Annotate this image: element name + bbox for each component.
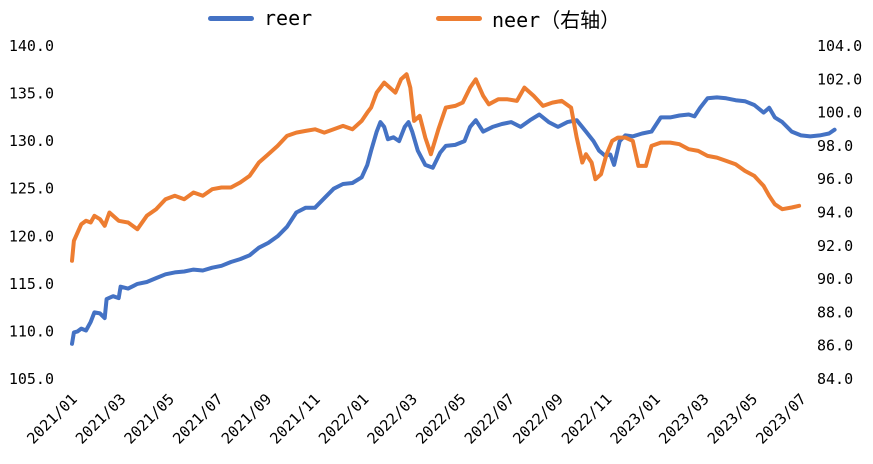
y-right-tick-label: 96.0 [817, 170, 853, 188]
y-left-tick-label: 105.0 [9, 370, 54, 388]
y-right-tick-label: 84.0 [817, 370, 853, 388]
series-line-reer [70, 95, 837, 346]
y-right-tick-label: 104.0 [817, 37, 862, 55]
x-tick-label: 2022/11 [558, 390, 615, 447]
y-left-tick-label: 135.0 [9, 85, 54, 103]
x-tick-label: 2022/03 [364, 390, 421, 447]
x-tick-label: 2021/03 [72, 390, 129, 447]
legend-label-reer: reer [264, 6, 313, 30]
x-tick-label: 2021/09 [218, 390, 275, 447]
y-right-tick-label: 90.0 [817, 270, 853, 288]
y-right-tick-label: 94.0 [817, 204, 853, 222]
x-tick-label: 2021/05 [121, 390, 178, 447]
y-right-tick-label: 100.0 [817, 104, 862, 122]
y-left-tick-label: 110.0 [9, 322, 54, 340]
series-line-neer [70, 72, 802, 263]
y-right-tick-label: 88.0 [817, 303, 853, 321]
x-tick-label: 2021/07 [169, 390, 226, 447]
legend-label-neer: neer（右轴） [492, 7, 621, 32]
y-left-tick-label: 125.0 [9, 180, 54, 198]
y-left-tick-label: 140.0 [9, 37, 54, 55]
x-axis: 2021/012021/032021/052021/072021/092021/… [23, 390, 809, 447]
y-right-tick-label: 98.0 [817, 137, 853, 155]
x-tick-label: 2023/03 [655, 390, 712, 447]
x-tick-label: 2022/05 [412, 390, 469, 447]
y-axis-right: 84.0 86.0 88.0 90.0 92.0 94.0 96.0 98.0 100.0 102… [817, 37, 862, 388]
x-tick-label: 2021/11 [266, 390, 323, 447]
x-tick-label: 2022/09 [509, 390, 566, 447]
y-left-tick-label: 130.0 [9, 132, 54, 150]
x-tick-label: 2023/07 [752, 390, 809, 447]
x-tick-label: 2022/07 [461, 390, 518, 447]
x-tick-label: 2023/05 [704, 390, 761, 447]
y-right-tick-label: 86.0 [817, 337, 853, 355]
x-tick-label: 2023/01 [607, 390, 664, 447]
y-left-tick-label: 120.0 [9, 227, 54, 245]
legend-item-neer: neer（右轴） [436, 4, 620, 32]
y-right-tick-label: 92.0 [817, 237, 853, 255]
x-tick-label: 2021/01 [23, 390, 80, 447]
y-left-tick-label: 115.0 [9, 275, 54, 293]
legend-item-reer: reer [208, 4, 312, 32]
plot-area [70, 72, 837, 346]
y-right-tick-label: 102.0 [817, 70, 862, 88]
y-axis-left: 105.0 110.0 115.0 120.0 125.0 130.0 135.0 140.0 [9, 37, 54, 388]
legend-swatch-neer [436, 15, 482, 21]
legend-swatch-reer [208, 15, 254, 21]
x-tick-label: 2022/01 [315, 390, 372, 447]
